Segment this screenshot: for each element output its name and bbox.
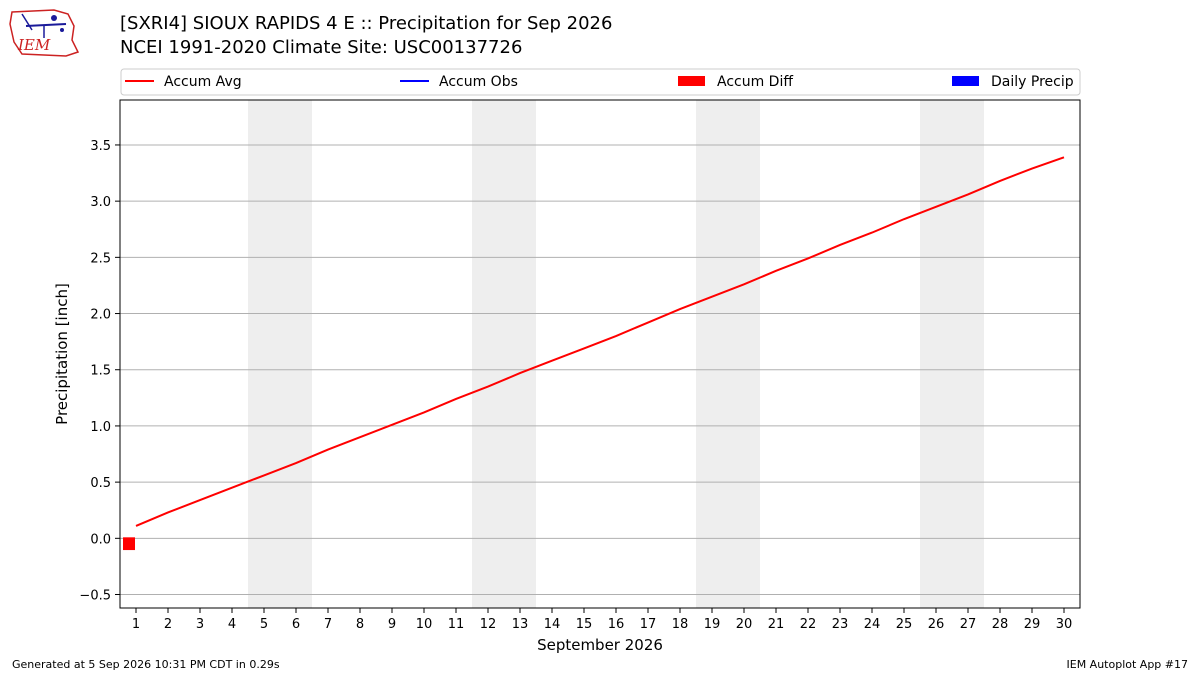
y-tick-label: 1.5: [90, 364, 111, 379]
x-tick-label: 17: [640, 617, 657, 632]
x-tick-label: 5: [260, 617, 268, 632]
x-axis-label: September 2026: [537, 636, 663, 654]
x-tick-label: 27: [960, 617, 977, 632]
x-tick-label: 20: [736, 617, 753, 632]
app-label: IEM Autoplot App #17: [1066, 658, 1189, 671]
x-tick-label: 15: [576, 617, 593, 632]
legend-swatch: [952, 76, 979, 86]
x-tick-label: 4: [228, 617, 236, 632]
x-tick-label: 30: [1056, 617, 1073, 632]
y-tick-label: 2.5: [90, 251, 111, 266]
x-tick-label: 9: [388, 617, 396, 632]
x-tick-label: 11: [448, 617, 465, 632]
grid-lines: [120, 144, 1080, 596]
y-tick-label: 2.0: [90, 308, 111, 323]
x-tick-label: 29: [1024, 617, 1041, 632]
x-tick-label: 19: [704, 617, 721, 632]
y-tick-label: −0.5: [79, 589, 111, 604]
weekend-band: [920, 100, 984, 608]
x-tick-label: 23: [832, 617, 849, 632]
x-tick-label: 12: [480, 617, 497, 632]
legend: Accum Avg Accum Obs Accum Diff Daily Precip: [120, 68, 1081, 96]
legend-label: Accum Obs: [439, 74, 518, 90]
y-tick-label: 3.0: [90, 195, 111, 210]
chart-title: [SXRI4] SIOUX RAPIDS 4 E :: Precipitatio…: [120, 13, 613, 34]
weekend-band: [472, 100, 536, 608]
x-tick-label: 28: [992, 617, 1009, 632]
accum-diff-bar: [123, 537, 135, 551]
x-tick-label: 26: [928, 617, 945, 632]
x-tick-label: 25: [896, 617, 913, 632]
weekend-band: [248, 100, 312, 608]
weekend-shading: [248, 100, 984, 608]
y-tick-label: 0.0: [90, 532, 111, 547]
legend-swatch: [678, 76, 705, 86]
x-tick-label: 21: [768, 617, 785, 632]
x-tick-label: 1: [132, 617, 140, 632]
x-axis-ticks: 1 2 3 4 5 6 7 8 9 10 11 12 13 14 15 16 17 18 19 20 21 22 23 24 2…: [132, 608, 1072, 632]
legend-box: [120, 68, 1081, 96]
data-marks: [123, 156, 1065, 551]
x-tick-label: 14: [544, 617, 561, 632]
logo-text: IEM: [17, 36, 51, 54]
accum-avg-line: [135, 156, 1065, 527]
x-tick-label: 16: [608, 617, 625, 632]
x-tick-label: 13: [512, 617, 529, 632]
x-tick-label: 6: [292, 617, 300, 632]
y-axis-label: Precipitation [inch]: [53, 283, 71, 425]
x-tick-label: 22: [800, 617, 817, 632]
y-tick-label: 3.5: [90, 139, 111, 154]
x-tick-label: 8: [356, 617, 364, 632]
y-tick-label: 0.5: [90, 476, 111, 491]
legend-label: Accum Avg: [164, 74, 242, 90]
weekend-band: [696, 100, 760, 608]
x-tick-label: 24: [864, 617, 881, 632]
legend-label: Daily Precip: [991, 74, 1074, 90]
y-axis-ticks: −0.5 0.0 0.5 1.0 1.5 2.0 2.5 3.0 3.5: [79, 139, 120, 604]
y-tick-label: 1.0: [90, 420, 111, 435]
x-tick-label: 2: [164, 617, 172, 632]
iem-logo: IEM: [9, 9, 80, 57]
x-tick-label: 7: [324, 617, 332, 632]
x-tick-label: 10: [416, 617, 433, 632]
generated-timestamp: Generated at 5 Sep 2026 10:31 PM CDT in …: [12, 658, 280, 671]
legend-label: Accum Diff: [717, 74, 793, 90]
plot-frame: [119, 99, 1081, 609]
x-tick-label: 18: [672, 617, 689, 632]
chart-subtitle: NCEI 1991-2020 Climate Site: USC00137726: [120, 37, 523, 58]
x-tick-label: 3: [196, 617, 204, 632]
